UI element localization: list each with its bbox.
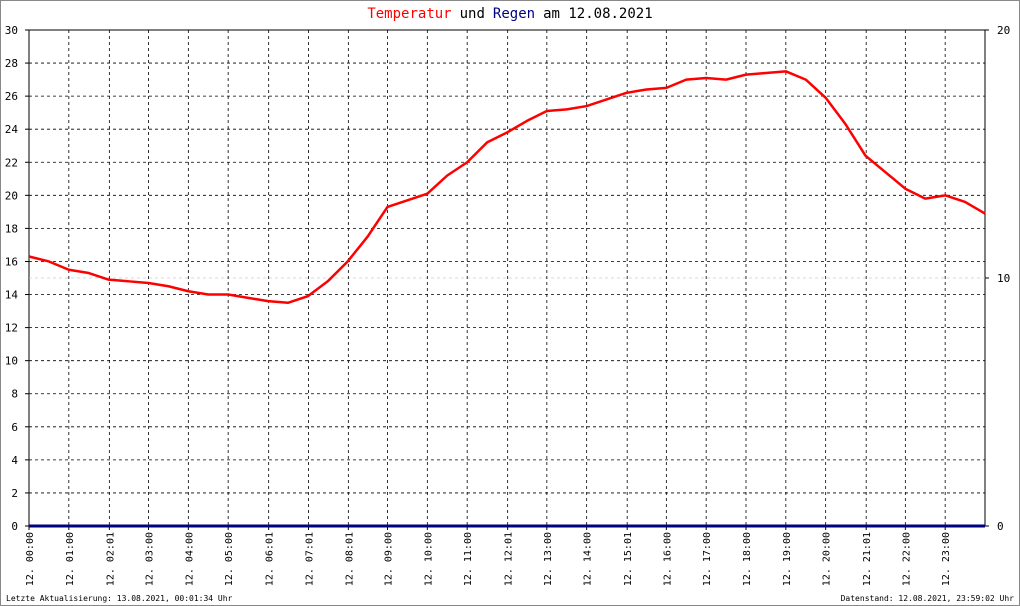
x-tick-label: 12. 21:01 bbox=[862, 532, 873, 586]
y2-tick-label: 10 bbox=[997, 272, 1010, 285]
x-tick-label: 12. 20:00 bbox=[822, 532, 833, 586]
chart-title: Temperatur und Regen am 12.08.2021 bbox=[367, 6, 652, 22]
x-tick-label: 12. 11:00 bbox=[463, 532, 474, 586]
y2-tick-label: 20 bbox=[997, 24, 1010, 37]
title-part: am 12.08.2021 bbox=[543, 6, 653, 22]
y-tick-label: 4 bbox=[11, 454, 18, 467]
title-part: Temperatur bbox=[367, 6, 451, 22]
y-tick-label: 20 bbox=[5, 189, 18, 202]
x-tick-label: 12. 00:00 bbox=[25, 532, 36, 586]
x-tick-label: 12. 07:01 bbox=[305, 532, 316, 586]
x-tick-label: 12. 09:00 bbox=[384, 532, 395, 586]
y-tick-label: 2 bbox=[11, 487, 18, 500]
x-tick-label: 12. 08:01 bbox=[344, 532, 355, 586]
x-tick-label: 12. 04:00 bbox=[184, 532, 195, 586]
y-tick-label: 26 bbox=[5, 90, 18, 103]
footer-right: Datenstand: 12.08.2021, 23:59:02 Uhr bbox=[841, 594, 1015, 603]
x-tick-label: 12. 06:01 bbox=[265, 532, 276, 586]
x-tick-label: 12. 01:00 bbox=[65, 532, 76, 586]
y-tick-label: 14 bbox=[5, 289, 19, 302]
x-tick-label: 12. 13:00 bbox=[543, 532, 554, 586]
x-tick-label: 12. 02:01 bbox=[105, 532, 116, 586]
x-tick-label: 12. 10:00 bbox=[423, 532, 434, 586]
y-tick-label: 28 bbox=[5, 57, 18, 70]
y-tick-label: 6 bbox=[11, 421, 18, 434]
x-tick-label: 12. 18:00 bbox=[742, 532, 753, 586]
y-tick-label: 10 bbox=[5, 355, 18, 368]
title-part: Regen bbox=[493, 6, 535, 22]
y-tick-label: 16 bbox=[5, 255, 18, 268]
x-tick-label: 12. 19:00 bbox=[782, 532, 793, 586]
y-tick-label: 8 bbox=[11, 388, 18, 401]
series-line bbox=[28, 70, 986, 305]
y2-tick-label: 0 bbox=[997, 520, 1004, 533]
y-tick-label: 24 bbox=[5, 123, 19, 136]
y-tick-label: 12 bbox=[5, 322, 18, 335]
x-tick-label: 12. 03:00 bbox=[145, 532, 156, 586]
x-tick-label: 12. 12:01 bbox=[504, 532, 515, 586]
x-tick-label: 12. 14:00 bbox=[583, 532, 594, 586]
x-tick-label: 12. 23:00 bbox=[941, 532, 952, 586]
y-tick-label: 30 bbox=[5, 24, 18, 37]
y-tick-label: 18 bbox=[5, 222, 18, 235]
y-tick-label: 22 bbox=[5, 156, 18, 169]
title-part: und bbox=[460, 6, 485, 22]
x-tick-label: 12. 15:01 bbox=[623, 532, 634, 586]
x-tick-label: 12. 22:00 bbox=[901, 532, 912, 586]
x-tick-label: 12. 17:00 bbox=[702, 532, 713, 586]
x-tick-label: 12. 16:00 bbox=[662, 532, 673, 586]
y-tick-label: 0 bbox=[11, 520, 18, 533]
x-tick-label: 12. 05:00 bbox=[224, 532, 235, 586]
footer-left: Letzte Aktualisierung: 13.08.2021, 00:01… bbox=[6, 594, 233, 603]
